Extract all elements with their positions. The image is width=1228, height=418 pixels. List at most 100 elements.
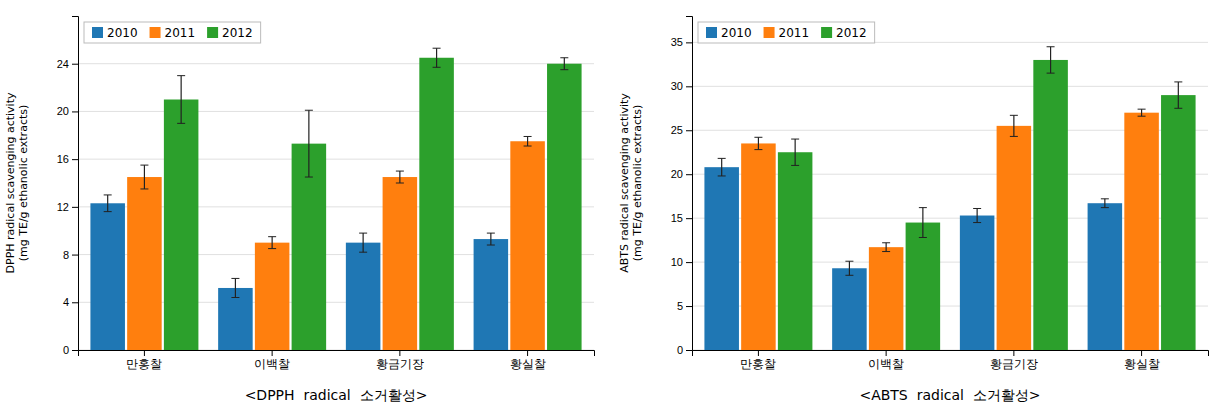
error-bar <box>1010 115 1018 136</box>
grid <box>692 42 1208 350</box>
chart-root: 04812162024만홍찰이백찰황금기장황실찰DPPH radical sca… <box>0 0 1228 418</box>
tick-mark <box>686 262 692 263</box>
error-bar <box>973 208 981 222</box>
tick: 24 <box>57 58 78 70</box>
error-bar-stem <box>758 137 759 149</box>
axis-line <box>693 351 1209 357</box>
caption: <DPPH radical 소거활성> <box>245 387 428 403</box>
tick-label: 이백찰 <box>254 357 290 371</box>
error-bar-cap <box>882 251 890 252</box>
tick-label: 0 <box>677 344 683 356</box>
tick-label: 황실찰 <box>1124 357 1160 371</box>
tick-mark <box>686 42 692 43</box>
tick: 15 <box>671 212 692 224</box>
bar <box>164 100 199 351</box>
error-bar-cap <box>560 69 568 70</box>
error-bar-stem <box>1050 47 1051 73</box>
error-bar-cap <box>104 211 112 212</box>
error-bar <box>845 261 853 275</box>
tick-label: 12 <box>57 201 69 213</box>
bar <box>127 177 162 350</box>
tick: 0 <box>63 344 78 356</box>
error-bar-cap <box>1138 109 1146 110</box>
grid-line <box>78 63 594 64</box>
error-bar <box>305 110 313 177</box>
bar-series <box>778 47 1196 350</box>
panel: 05101520253035만홍찰이백찰황금기장황실찰ABTS radical … <box>618 17 1209 404</box>
legend: 201020112012 <box>84 22 261 43</box>
tick-label: 4 <box>63 296 69 308</box>
error-bar-cap <box>524 136 532 137</box>
tick-label: 20 <box>671 168 683 180</box>
y-axis: 05101520253035 <box>671 17 693 357</box>
legend-item: 2012 <box>207 26 253 40</box>
error-bar <box>359 233 367 252</box>
bar <box>704 167 739 350</box>
error-bar <box>177 76 185 124</box>
error-bar-stem <box>107 195 108 212</box>
tick: 0 <box>677 344 692 356</box>
y-axis-title-line: DPPH radical scavenging activity <box>4 92 17 273</box>
plot-area <box>90 48 581 350</box>
tick: 4 <box>63 296 78 308</box>
tick: 5 <box>677 300 692 312</box>
error-bar-cap <box>1101 198 1109 199</box>
y-axis-title: ABTS radical scavenging activity(mg TE/g… <box>618 93 644 273</box>
legend-label: 2011 <box>165 26 196 40</box>
error-bar <box>140 165 148 189</box>
legend-item: 2011 <box>764 26 810 40</box>
tick-mark <box>72 302 78 303</box>
bar <box>1088 203 1123 350</box>
error-bar <box>1101 199 1109 208</box>
error-bar-cap <box>1047 73 1055 74</box>
tick: 황실찰 <box>1124 350 1160 371</box>
error-bar <box>396 171 404 183</box>
error-bar-cap <box>305 177 313 178</box>
tick-label: 이백찰 <box>868 357 904 371</box>
tick-label: 5 <box>677 300 683 312</box>
tick: 30 <box>671 80 692 92</box>
tick-label: 15 <box>671 212 683 224</box>
axis-line <box>72 17 79 351</box>
bar <box>510 141 545 350</box>
error-bar-stem <box>886 243 887 252</box>
legend-label: 2011 <box>779 26 810 40</box>
x-axis: 만홍찰 이백찰 황금기장 황실찰 <box>693 350 1209 371</box>
error-bar-cap <box>791 139 799 140</box>
tick-label: 20 <box>57 105 69 117</box>
error-bar-cap <box>396 171 404 172</box>
tick-label: 황금기장 <box>376 357 424 371</box>
error-bar <box>433 48 441 67</box>
tick: 황금기장 <box>990 350 1038 371</box>
error-bar-stem <box>363 233 364 252</box>
tick-mark <box>72 111 78 112</box>
error-bar-cap <box>754 137 762 138</box>
error-bar-cap <box>433 67 441 68</box>
tick-mark <box>72 159 78 160</box>
bar <box>474 239 509 350</box>
error-bar-stem <box>1104 199 1105 208</box>
bar <box>906 223 941 350</box>
panel: 04812162024만홍찰이백찰황금기장황실찰DPPH radical sca… <box>4 17 595 404</box>
error-bar-cap <box>973 208 981 209</box>
error-bar-stem <box>272 237 273 249</box>
error-bar-cap <box>268 248 276 249</box>
tick: 이백찰 <box>868 350 904 371</box>
error-bar-cap <box>305 110 313 111</box>
tick-label: 만홍찰 <box>740 357 776 371</box>
tick-mark <box>686 218 692 219</box>
tick: 20 <box>57 105 78 117</box>
bar <box>1033 60 1068 350</box>
legend-frame <box>84 22 261 43</box>
tick-label: 만홍찰 <box>126 357 162 371</box>
error-bar-cap <box>104 194 112 195</box>
tick-mark <box>72 350 78 351</box>
error-bar-stem <box>1178 82 1179 108</box>
error-bar-cap <box>433 48 441 49</box>
error-bar-cap <box>1047 46 1055 47</box>
error-bar-cap <box>1138 116 1146 117</box>
legend-swatch <box>706 27 717 38</box>
tick: 10 <box>671 256 692 268</box>
legend-label: 2012 <box>836 26 867 40</box>
tick: 25 <box>671 124 692 136</box>
